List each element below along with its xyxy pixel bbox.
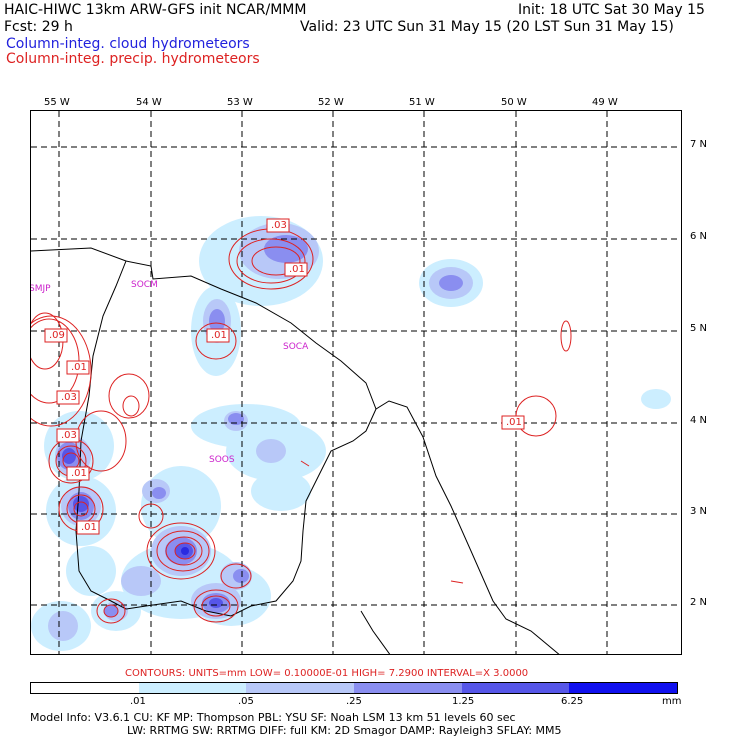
station-label: SMJP: [30, 284, 51, 294]
map-panel: .03 .01 .01 .09 .01 .03 .03 .01 .01 .01 …: [30, 110, 682, 655]
contour-label-boxes: [44, 218, 525, 535]
colorbar-label: .05: [238, 696, 254, 707]
colorbar-label: .01: [130, 696, 146, 707]
colorbar-label: 1.25: [452, 696, 475, 707]
lat-label: 4 N: [690, 415, 708, 426]
contours-info: CONTOURS: UNITS=mm LOW= 0.10000E-01 HIGH…: [125, 668, 529, 679]
station-label: SOCM: [131, 280, 158, 290]
colorbar-swatch: [354, 683, 462, 693]
colorbar-label: .25: [346, 696, 362, 707]
lat-label: 6 N: [690, 231, 708, 242]
lat-label: 2 N: [690, 597, 708, 608]
lon-label: 53 W: [227, 97, 253, 108]
station-label: SOOS: [209, 455, 235, 465]
lon-label: 50 W: [501, 97, 527, 108]
contour-label: .03: [61, 430, 77, 441]
contour-label: .09: [49, 330, 65, 341]
colorbar-units: mm: [662, 696, 682, 707]
legend-cloud: Column-integ. cloud hydrometeors: [6, 36, 250, 52]
contour-label: .01: [81, 522, 97, 533]
lon-label: 49 W: [592, 97, 618, 108]
colorbar-swatch: [138, 683, 247, 693]
colorbar: [30, 682, 678, 694]
contour-label: .01: [506, 417, 522, 428]
contour-label: .01: [71, 468, 87, 479]
contour-label: .01: [211, 330, 227, 341]
colorbar-label: 6.25: [561, 696, 584, 707]
model-info-line1: Model Info: V3.6.1 CU: KF MP: Thompson P…: [30, 711, 516, 724]
lat-label: 5 N: [690, 323, 708, 334]
lon-label: 54 W: [136, 97, 162, 108]
lat-label: 3 N: [690, 506, 708, 517]
plot-title: HAIC-HIWC 13km ARW-GFS init NCAR/MMM: [4, 2, 307, 18]
lon-label: 51 W: [409, 97, 435, 108]
forecast-hour: Fcst: 29 h: [4, 19, 73, 35]
legend-precip: Column-integ. precip. hydrometeors: [6, 51, 260, 67]
model-info-line2: LW: RRTMG SW: RRTMG DIFF: full KM: 2D Sm…: [127, 724, 562, 737]
colorbar-swatch: [31, 683, 139, 693]
colorbar-swatch: [569, 683, 678, 693]
contour-label: .01: [71, 362, 87, 373]
station-label: SOCA: [283, 342, 309, 352]
cloud-shading: [31, 216, 671, 651]
colorbar-swatch: [246, 683, 355, 693]
colorbar-swatch: [461, 683, 570, 693]
valid-time: Valid: 23 UTC Sun 31 May 15 (20 LST Sun …: [300, 19, 674, 35]
contour-label: .01: [289, 264, 305, 275]
contour-label: .03: [61, 392, 77, 403]
lat-label: 7 N: [690, 139, 708, 150]
map-canvas: [31, 111, 681, 654]
lon-label: 52 W: [318, 97, 344, 108]
init-time: Init: 18 UTC Sat 30 May 15: [518, 2, 705, 18]
contour-label: .03: [271, 220, 287, 231]
lon-label: 55 W: [44, 97, 70, 108]
coastline: [31, 247, 560, 654]
